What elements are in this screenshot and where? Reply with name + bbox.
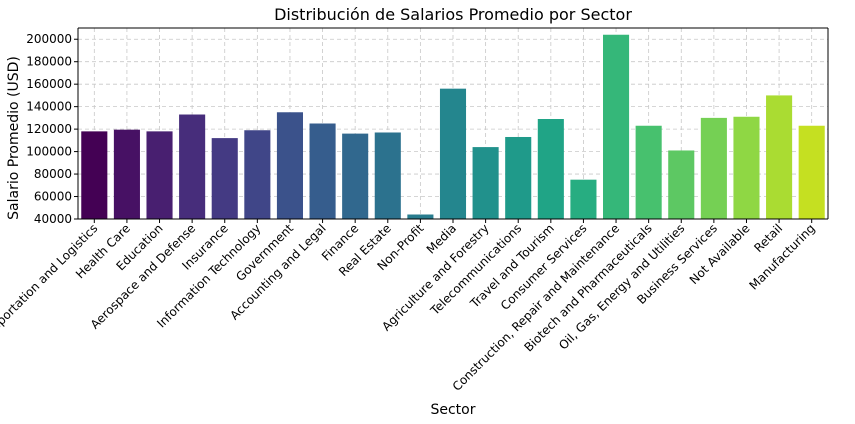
y-tick-label: 180000 bbox=[26, 55, 72, 69]
bar bbox=[113, 129, 140, 219]
bar bbox=[81, 131, 108, 219]
bar bbox=[635, 125, 662, 219]
bar bbox=[472, 147, 499, 219]
y-tick-label: 160000 bbox=[26, 77, 72, 91]
bar bbox=[439, 88, 467, 219]
bars bbox=[81, 34, 825, 219]
y-tick-label: 200000 bbox=[26, 32, 72, 46]
bar bbox=[668, 150, 695, 219]
bar bbox=[211, 138, 238, 219]
bar bbox=[570, 179, 597, 219]
y-tick-label: 120000 bbox=[26, 122, 72, 136]
bar bbox=[798, 125, 825, 219]
bar bbox=[700, 117, 727, 219]
x-tick-label: Transportation and Logistics bbox=[0, 221, 100, 351]
y-tick-label: 80000 bbox=[34, 167, 72, 181]
bar bbox=[179, 114, 206, 219]
bar bbox=[374, 132, 401, 219]
y-tick-label: 60000 bbox=[34, 190, 72, 204]
bar bbox=[342, 133, 369, 219]
y-tick-label: 40000 bbox=[34, 212, 72, 226]
bar bbox=[407, 214, 434, 219]
y-ticks: 40000 60000 80000 100000 120000 140000 160000 1… bbox=[26, 32, 78, 226]
chart-title: Distribución de Salarios Promedio por Se… bbox=[274, 5, 632, 24]
y-axis-title: Salario Promedio (USD) bbox=[6, 56, 22, 220]
y-tick-label: 100000 bbox=[26, 145, 72, 159]
x-axis-title: Sector bbox=[430, 402, 475, 418]
bar bbox=[766, 95, 793, 219]
y-tick-label: 140000 bbox=[26, 100, 72, 114]
bar bbox=[309, 123, 336, 219]
bar bbox=[276, 112, 303, 219]
bar bbox=[733, 116, 760, 219]
bar bbox=[146, 131, 173, 219]
bar bbox=[537, 119, 564, 219]
bar bbox=[244, 130, 271, 219]
bar bbox=[505, 136, 532, 219]
bar bbox=[603, 34, 630, 219]
